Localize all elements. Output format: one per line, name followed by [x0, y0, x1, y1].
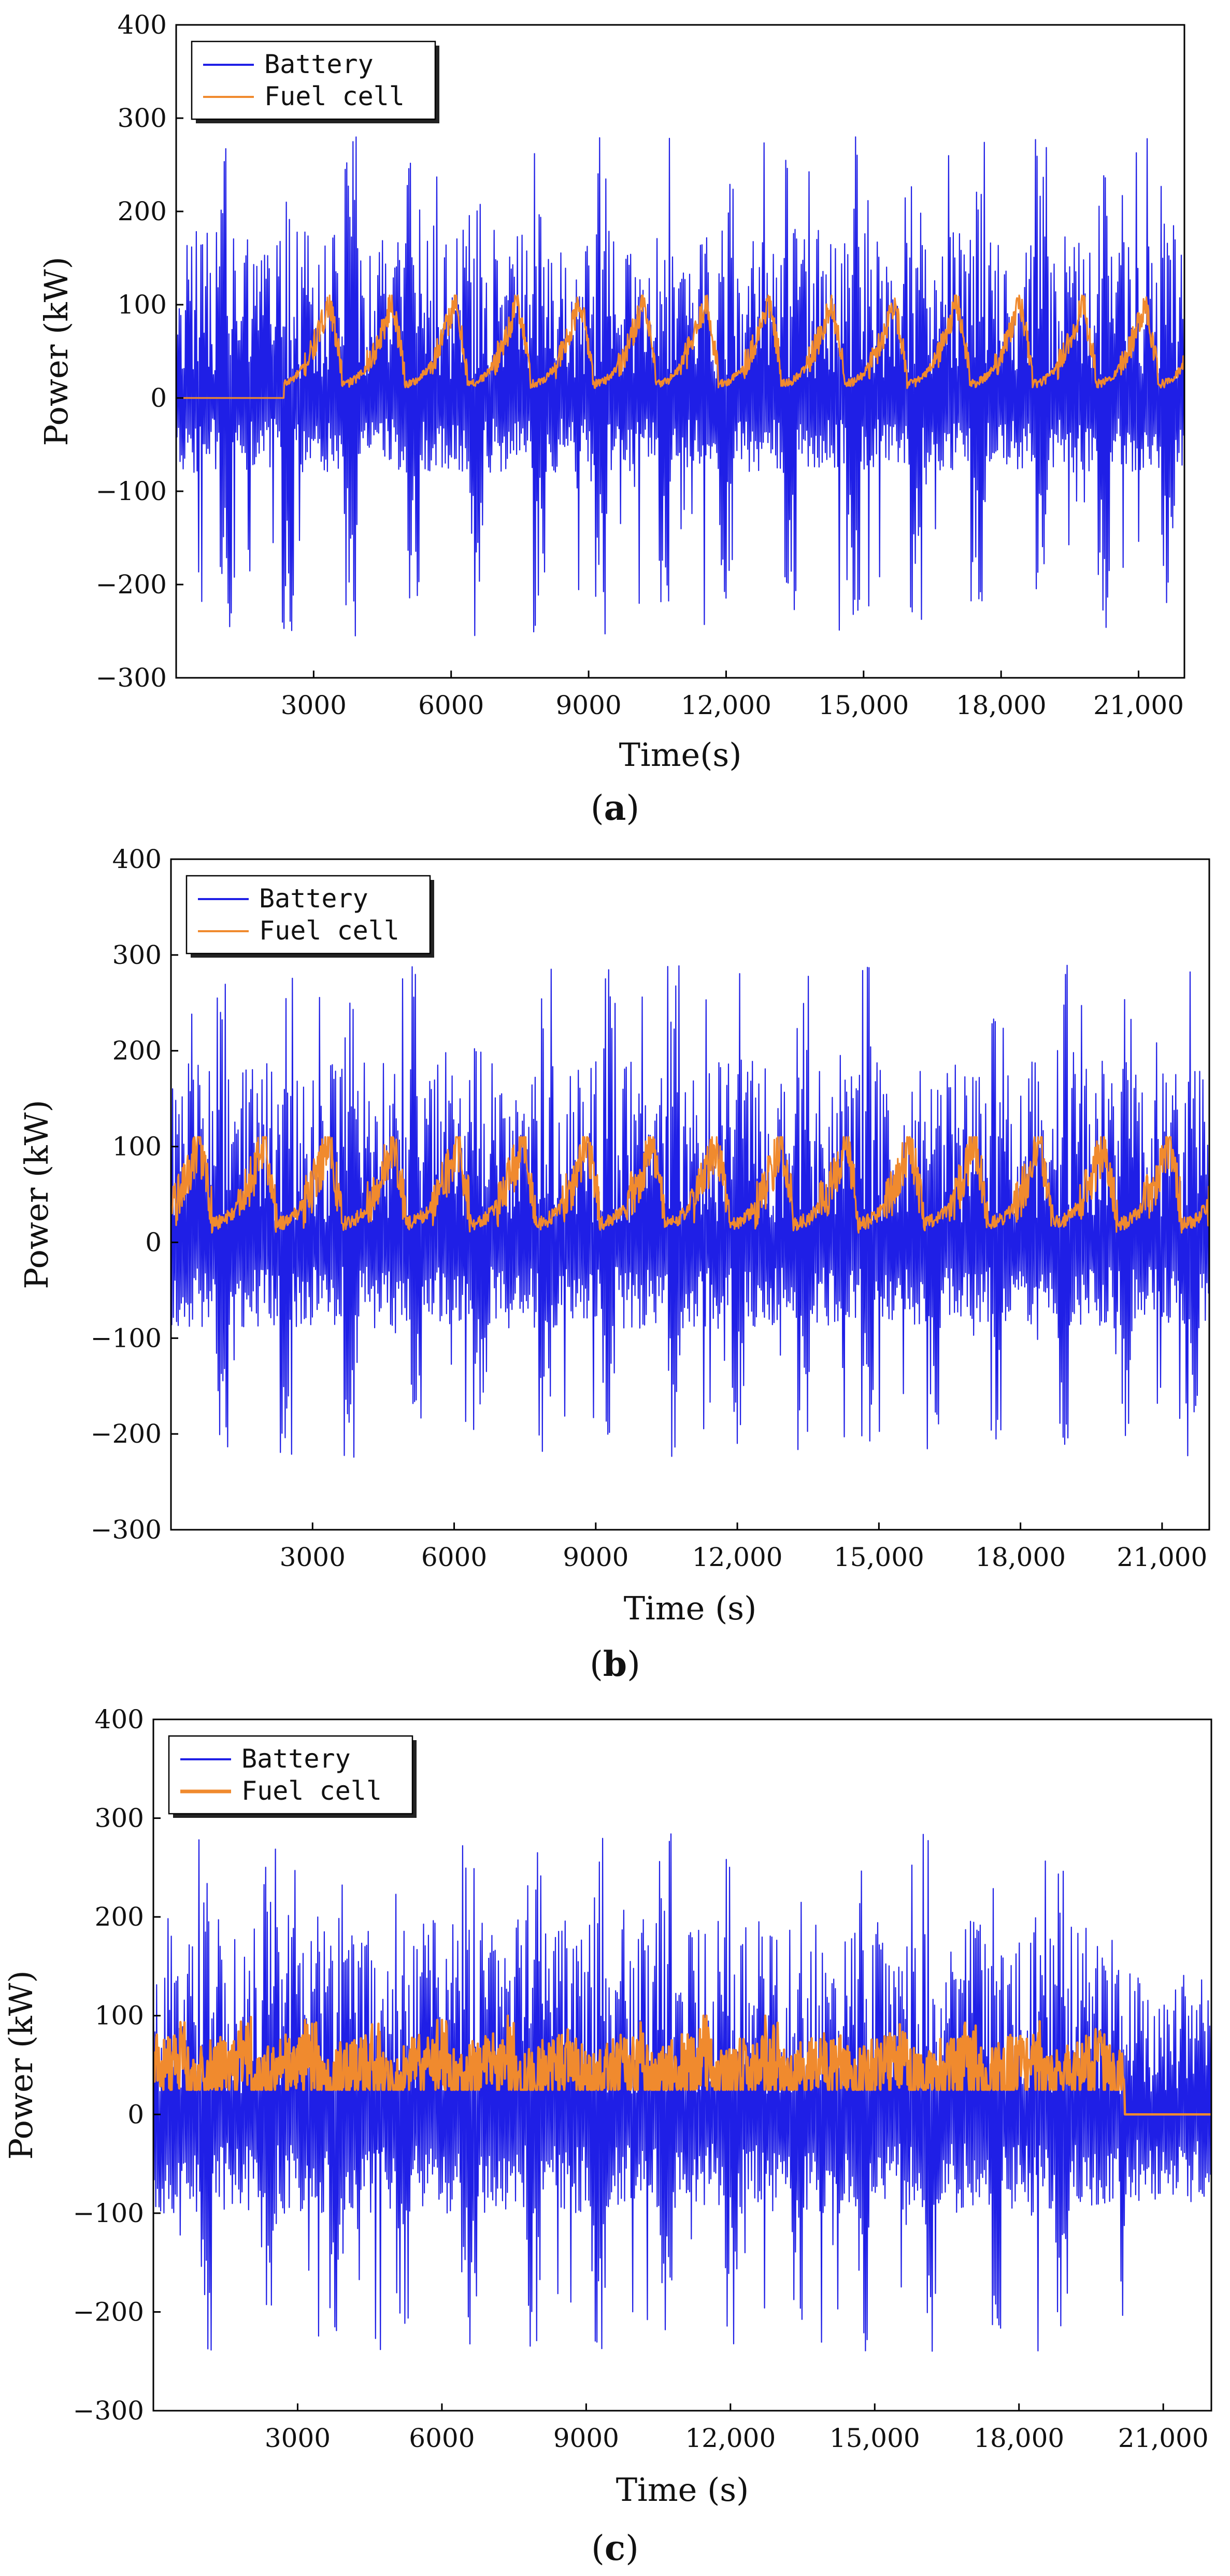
legend-box [168, 1735, 413, 1815]
x-tick-label: 12,000 [685, 2423, 776, 2453]
y-tick-label: 400 [118, 10, 167, 40]
x-tick-label: 15,000 [834, 1542, 924, 1572]
y-tick-label: −200 [96, 570, 167, 600]
legend-label-battery: Battery [241, 1744, 351, 1774]
x-tick-label: 18,000 [975, 1542, 1066, 1572]
x-tick-label: 21,000 [1093, 690, 1184, 720]
y-tick-label: 200 [95, 1902, 144, 1932]
x-tick-label: 18,000 [956, 690, 1047, 720]
y-tick-label: 200 [112, 1036, 162, 1066]
legend-label-fuel-cell: Fuel cell [259, 916, 399, 946]
y-tick-label: 300 [118, 103, 167, 133]
caption-close: ) [626, 788, 639, 828]
x-tick-label: 3000 [280, 1542, 346, 1572]
series-battery [171, 964, 1209, 1458]
x-tick-label: 12,000 [692, 1542, 783, 1572]
chart-panel-a: −300 −200 −100 0 100 200 300 400 3000 6000 9000 12,… [37, 10, 1185, 828]
y-tick-label: −300 [96, 663, 167, 693]
plot-frame [175, 24, 1185, 679]
caption-close: ) [627, 1644, 640, 1684]
y-tick-label: −300 [91, 1515, 162, 1545]
x-tick-label: 3000 [265, 2423, 331, 2453]
caption-close: ) [625, 2528, 639, 2568]
caption-letter: a [604, 788, 626, 828]
y-tick-label: −100 [91, 1323, 162, 1353]
y-tick-label: 300 [112, 940, 162, 970]
x-tick-label: 21,000 [1118, 2423, 1209, 2453]
x-tick-label: 15,000 [818, 690, 909, 720]
x-axis-label: Time (s) [624, 1589, 757, 1627]
y-tick-label: 100 [112, 1132, 162, 1162]
legend-box [185, 875, 431, 955]
chart-panel-c: −300 −200 −100 0 100 200 300 400 3000 6000 9000 12,… [2, 1704, 1212, 2568]
x-tick-label: 6000 [421, 1542, 487, 1572]
plot-frame [152, 1718, 1212, 2412]
plot-area [171, 964, 1209, 1458]
x-tick-label: 9000 [553, 2423, 619, 2453]
caption-open: ( [591, 2528, 605, 2568]
y-tick-label: 0 [145, 1227, 162, 1257]
caption-letter: c [605, 2528, 625, 2568]
panel-caption: (a) [591, 788, 639, 828]
series-battery [176, 136, 1184, 637]
x-tick-label: 12,000 [681, 690, 771, 720]
y-tick-label: −100 [96, 476, 167, 506]
series-fuel-cell [153, 2014, 1211, 2116]
plot-area [153, 1833, 1211, 2352]
y-tick-label: −300 [73, 2396, 144, 2426]
y-axis-label: Power (kW) [18, 1100, 55, 1289]
y-tick-label: 0 [150, 383, 167, 413]
plot-frame [170, 858, 1210, 1531]
series-fuel-cell [171, 1136, 1209, 1234]
x-axis-label: Time(s) [619, 736, 742, 774]
caption-open: ( [591, 788, 604, 828]
y-tick-label: −200 [73, 2297, 144, 2327]
x-tick-label: 9000 [555, 690, 621, 720]
x-tick-label: 6000 [418, 690, 484, 720]
y-tick-label: 100 [118, 290, 167, 320]
x-axis-label: Time (s) [616, 2471, 749, 2509]
chart-panel-b: −300 −200 −100 0 100 200 300 400 3000 6000 9000 12,… [18, 844, 1210, 1684]
x-tick-label: 3000 [281, 690, 347, 720]
y-tick-label: 300 [95, 1803, 144, 1833]
legend-label-fuel-cell: Fuel cell [241, 1776, 382, 1806]
x-tick-label: 9000 [563, 1542, 628, 1572]
y-tick-label: 400 [112, 844, 162, 874]
y-axis-label: Power (kW) [37, 257, 75, 446]
y-tick-label: 400 [95, 1704, 144, 1734]
x-tick-label: 18,000 [974, 2423, 1064, 2453]
legend-label-battery: Battery [259, 884, 368, 914]
panel-caption: (c) [591, 2528, 639, 2568]
y-tick-label: 0 [127, 2099, 144, 2129]
caption-letter: b [603, 1644, 627, 1684]
caption-open: ( [590, 1644, 603, 1684]
legend-label-fuel-cell: Fuel cell [264, 81, 405, 111]
y-tick-label: −100 [73, 2198, 144, 2228]
x-tick-label: 15,000 [829, 2423, 920, 2453]
x-tick-label: 6000 [409, 2423, 475, 2453]
legend-box [191, 40, 436, 120]
plot-area [176, 136, 1184, 637]
y-tick-label: 200 [118, 196, 167, 226]
y-tick-label: 100 [95, 2001, 144, 2031]
panel-caption: (b) [590, 1644, 640, 1684]
x-tick-label: 21,000 [1117, 1542, 1207, 1572]
series-fuel-cell [176, 294, 1184, 399]
y-tick-label: −200 [91, 1419, 162, 1449]
series-battery [153, 1833, 1211, 2352]
y-axis-label: Power (kW) [2, 1970, 40, 2159]
legend-label-battery: Battery [264, 49, 374, 79]
